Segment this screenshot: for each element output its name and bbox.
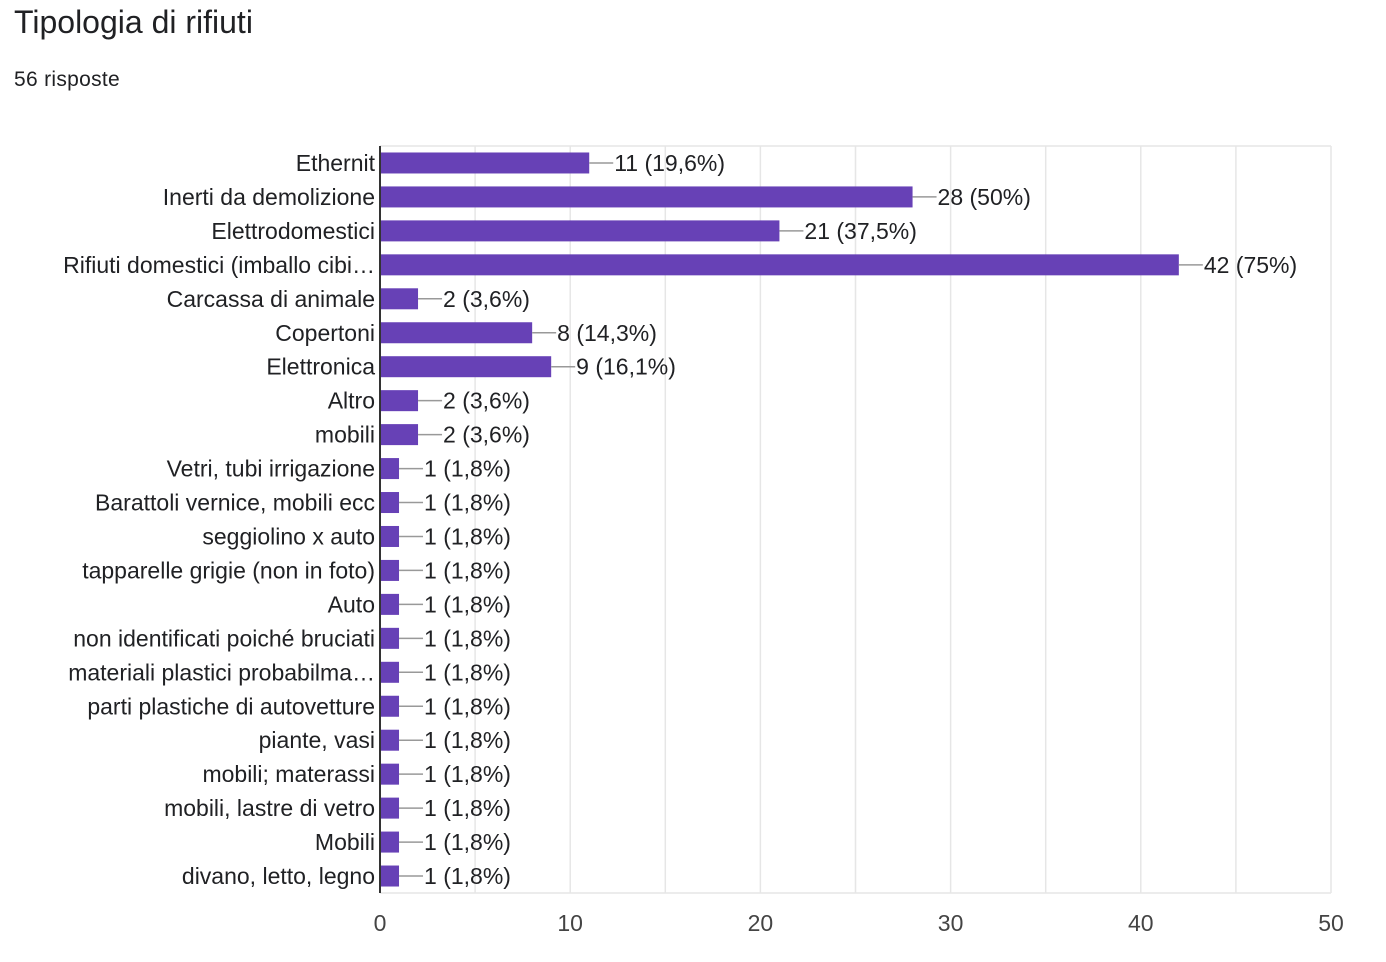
category-label: Copertoni — [275, 320, 375, 346]
data-label: 1 (1,8%) — [424, 795, 511, 821]
bar[interactable] — [380, 424, 419, 446]
data-label: 1 (1,8%) — [424, 693, 511, 719]
category-label: Carcassa di animale — [167, 286, 375, 312]
x-tick-label: 30 — [938, 910, 964, 936]
category-label: Ethernit — [296, 150, 376, 176]
data-label: 1 (1,8%) — [424, 829, 511, 855]
category-label: Auto — [328, 591, 375, 617]
bar[interactable] — [380, 763, 400, 785]
category-label: tapparelle grigie (non in foto) — [82, 557, 375, 583]
data-label: 1 (1,8%) — [424, 557, 511, 583]
category-label: Vetri, tubi irrigazione — [167, 456, 375, 482]
category-label: mobili — [315, 422, 375, 448]
bar[interactable] — [380, 356, 552, 378]
bar[interactable] — [380, 559, 400, 581]
data-label: 1 (1,8%) — [424, 863, 511, 889]
data-label: 1 (1,8%) — [424, 490, 511, 516]
bar[interactable] — [380, 492, 400, 514]
category-label: seggiolino x auto — [202, 523, 375, 549]
category-label: Altro — [328, 388, 375, 414]
category-label: Elettronica — [266, 354, 375, 380]
category-label: parti plastiche di autovetture — [87, 693, 375, 719]
bar[interactable] — [380, 458, 400, 480]
bar[interactable] — [380, 525, 400, 547]
bar[interactable] — [380, 152, 590, 174]
data-label: 1 (1,8%) — [424, 625, 511, 651]
bar[interactable] — [380, 695, 400, 717]
category-label: materiali plastici probabilma… — [68, 659, 375, 685]
category-label: divano, letto, legno — [182, 863, 375, 889]
bar[interactable] — [380, 865, 400, 887]
x-tick-label: 0 — [374, 910, 387, 936]
data-label: 42 (75%) — [1204, 252, 1297, 278]
data-label: 2 (3,6%) — [443, 286, 530, 312]
bar[interactable] — [380, 390, 419, 412]
category-label: mobili; materassi — [202, 761, 375, 787]
data-label: 1 (1,8%) — [424, 523, 511, 549]
bar[interactable] — [380, 593, 400, 615]
category-label: Elettrodomestici — [211, 218, 375, 244]
data-label: 2 (3,6%) — [443, 388, 530, 414]
category-label: piante, vasi — [259, 727, 375, 753]
bar[interactable] — [380, 627, 400, 649]
data-label: 1 (1,8%) — [424, 456, 511, 482]
category-label: Barattoli vernice, mobili ecc — [95, 490, 375, 516]
data-label: 1 (1,8%) — [424, 659, 511, 685]
category-label: Inerti da demolizione — [163, 184, 375, 210]
bar[interactable] — [380, 661, 400, 683]
x-tick-label: 40 — [1128, 910, 1154, 936]
bar[interactable] — [380, 831, 400, 853]
bar[interactable] — [380, 288, 419, 310]
grid-lines — [380, 145, 1332, 894]
data-label: 1 (1,8%) — [424, 727, 511, 753]
category-label: Rifiuti domestici (imballo cibi… — [63, 252, 375, 278]
labels: 11 (19,6%) Ethernit 28 (50%) Inerti da demo… — [63, 150, 1344, 936]
bar[interactable] — [380, 220, 780, 242]
data-label: 9 (16,1%) — [576, 354, 676, 380]
bar[interactable] — [380, 729, 400, 751]
data-label: 21 (37,5%) — [804, 218, 917, 244]
category-label: Mobili — [315, 829, 375, 855]
category-label: mobili, lastre di vetro — [164, 795, 375, 821]
bar[interactable] — [380, 797, 400, 819]
x-tick-label: 20 — [748, 910, 774, 936]
x-tick-label: 50 — [1318, 910, 1344, 936]
data-label: 2 (3,6%) — [443, 422, 530, 448]
data-label: 11 (19,6%) — [614, 150, 725, 176]
data-label: 1 (1,8%) — [424, 761, 511, 787]
bars — [380, 152, 1203, 887]
page-title: Tipologia di rifiuti — [14, 4, 253, 40]
bar[interactable] — [380, 254, 1179, 276]
category-label: non identificati poiché bruciati — [73, 625, 375, 651]
bar[interactable] — [380, 186, 913, 208]
response-count: 56 risposte — [14, 68, 121, 91]
data-label: 8 (14,3%) — [557, 320, 657, 346]
data-label: 1 (1,8%) — [424, 591, 511, 617]
x-tick-label: 10 — [557, 910, 583, 936]
bar[interactable] — [380, 322, 533, 344]
data-label: 28 (50%) — [938, 184, 1031, 210]
